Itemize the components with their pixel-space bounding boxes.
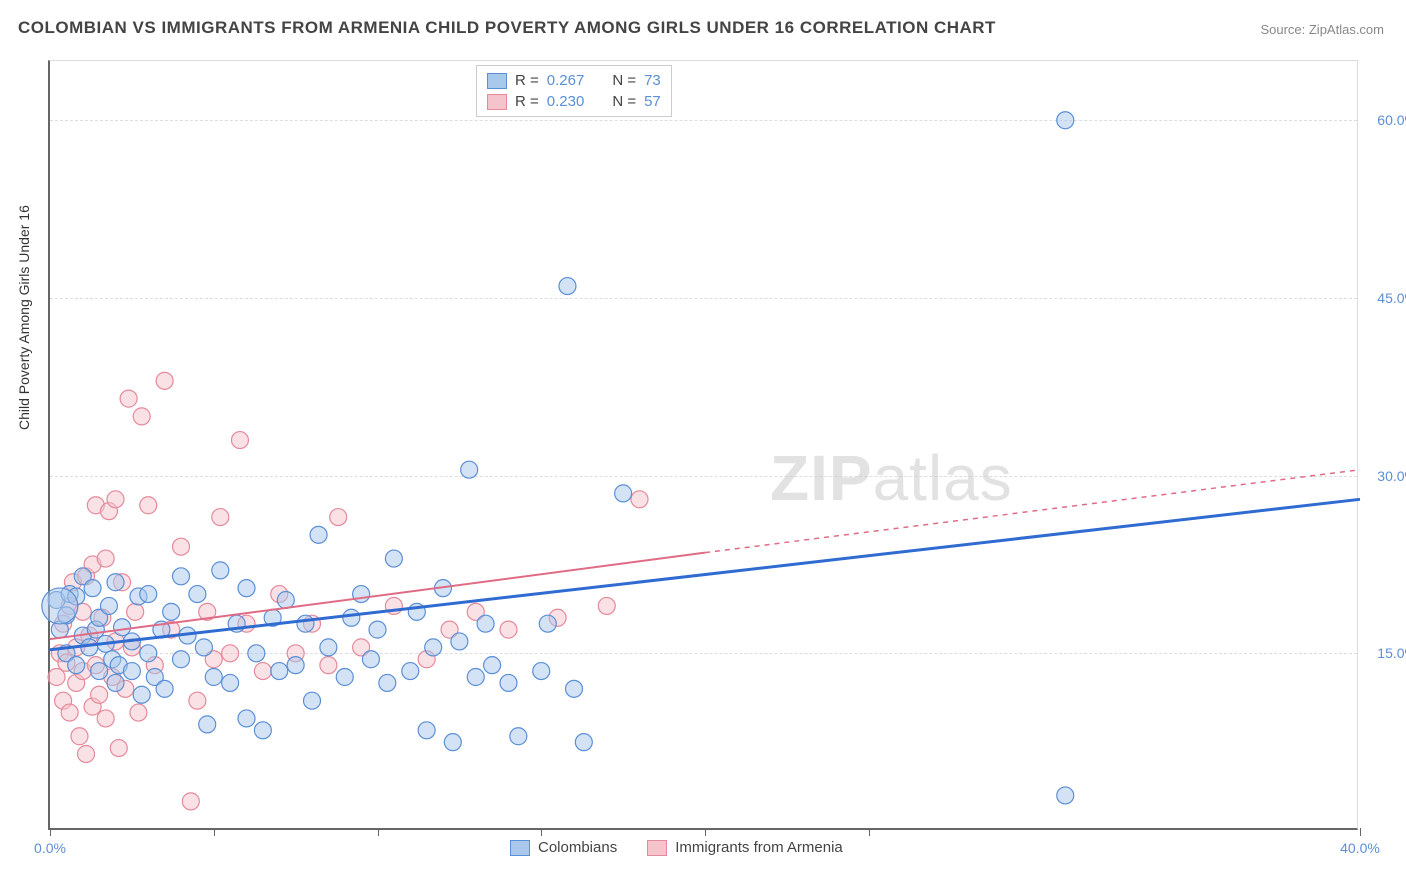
legend-label-armenia: Immigrants from Armenia: [675, 839, 843, 856]
legend-label-colombians: Colombians: [538, 839, 617, 856]
plot-area: 15.0%30.0%45.0%60.0% 0.0%40.0% ZIPatlas …: [48, 60, 1358, 830]
x-tick-label: 0.0%: [34, 840, 66, 856]
swatch-colombians: [487, 73, 507, 89]
stats-row-colombians: R = 0.267 N = 73: [487, 70, 661, 91]
stats-n-label: N =: [612, 93, 636, 110]
legend-swatch-armenia: [647, 840, 667, 856]
source-attribution: Source: ZipAtlas.com: [1260, 22, 1384, 37]
chart-title: COLOMBIAN VS IMMIGRANTS FROM ARMENIA CHI…: [18, 18, 996, 38]
stats-r-value-1: 0.230: [547, 93, 585, 110]
stats-row-armenia: R = 0.230 N = 57: [487, 91, 661, 112]
stats-r-value-0: 0.267: [547, 72, 585, 89]
y-tick-label: 15.0%: [1377, 645, 1406, 661]
stats-legend: R = 0.267 N = 73 R = 0.230 N = 57: [476, 65, 672, 117]
stats-r-label: R =: [515, 93, 539, 110]
legend-swatch-colombians: [510, 840, 530, 856]
legend-item-colombians: Colombians: [510, 839, 617, 856]
source-prefix: Source:: [1260, 22, 1308, 37]
source-name: ZipAtlas.com: [1309, 22, 1384, 37]
stats-n-label: N =: [612, 72, 636, 89]
y-tick-label: 45.0%: [1377, 290, 1406, 306]
chart-container: COLOMBIAN VS IMMIGRANTS FROM ARMENIA CHI…: [0, 0, 1406, 892]
swatch-armenia: [487, 94, 507, 110]
stats-n-value-1: 57: [644, 93, 661, 110]
stats-n-value-0: 73: [644, 72, 661, 89]
series-legend: Colombians Immigrants from Armenia: [510, 839, 843, 856]
y-axis-title: Child Poverty Among Girls Under 16: [16, 205, 32, 430]
stats-r-label: R =: [515, 72, 539, 89]
legend-item-armenia: Immigrants from Armenia: [647, 839, 843, 856]
scatter-svg: [50, 61, 1360, 831]
x-tick-label: 40.0%: [1340, 840, 1380, 856]
y-tick-label: 60.0%: [1377, 112, 1406, 128]
y-tick-label: 30.0%: [1377, 468, 1406, 484]
